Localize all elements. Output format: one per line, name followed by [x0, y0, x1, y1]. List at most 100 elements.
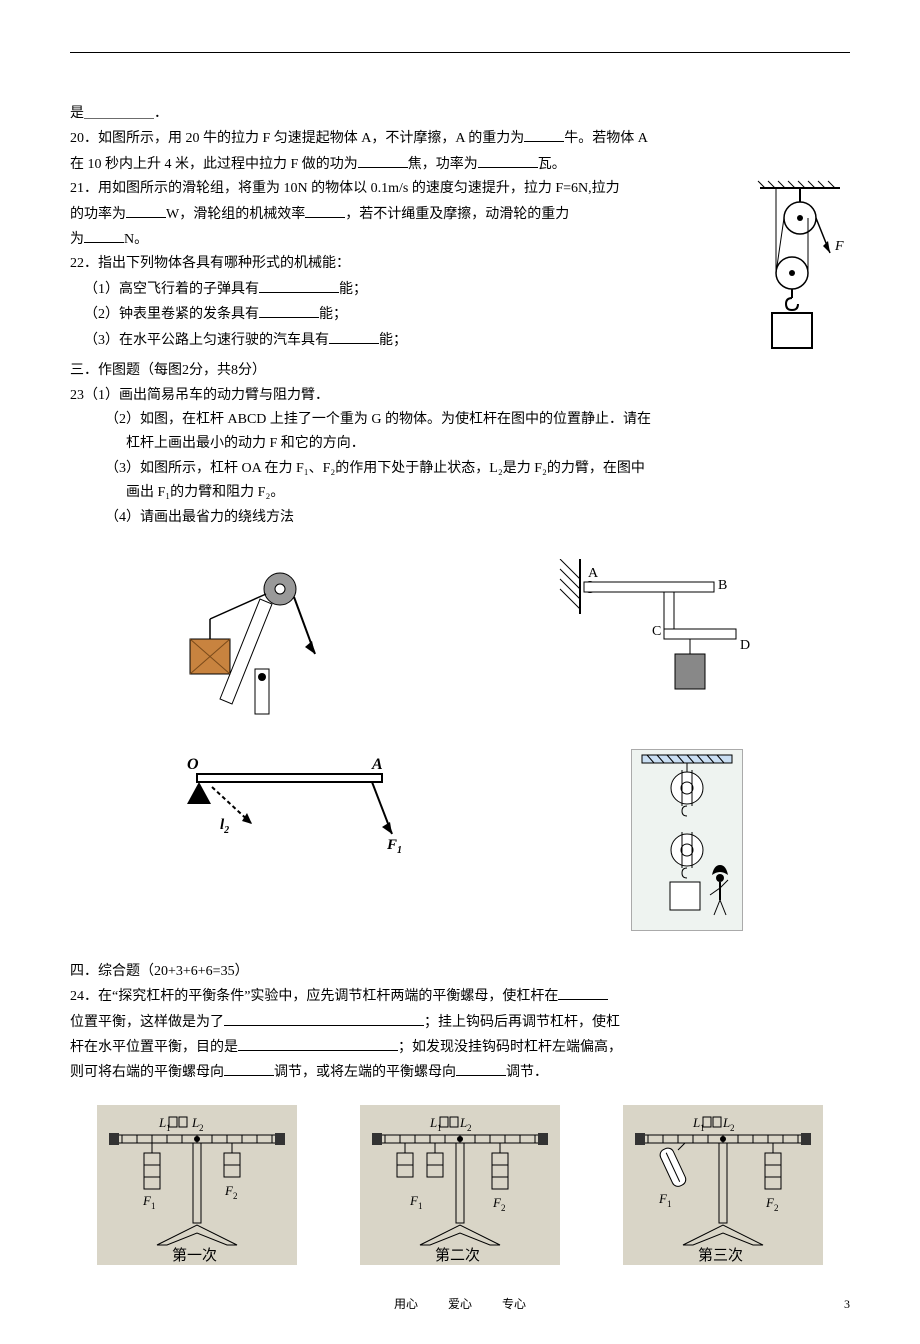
svg-text:2: 2 — [774, 1203, 779, 1213]
q24-l2: 位置平衡，这样做是为了 ；挂上钩码后再调节杠杆，使杠 — [70, 1011, 850, 1034]
q24-l4a: 则可将右端的平衡螺母向 — [70, 1065, 224, 1080]
q24-l2a: 位置平衡，这样做是为了 — [70, 1015, 224, 1030]
label-exp1: 第一次 — [172, 1246, 217, 1264]
blank-q20-work[interactable] — [358, 153, 408, 168]
q22-i1: （1）高空飞行着的子弹具有 能； — [70, 278, 850, 301]
q22-i2b: 能； — [319, 307, 347, 322]
q24-l4b: 调节，或将左端的平衡螺母向 — [274, 1065, 456, 1080]
blank-q21-g[interactable] — [84, 228, 124, 243]
svg-text:L: L — [692, 1115, 700, 1130]
svg-text:L: L — [722, 1115, 730, 1130]
section3-title: 三．作图题（每图2分，共8分） — [70, 360, 850, 382]
blank-q24-pos[interactable] — [558, 985, 608, 1000]
q24-l2b: ；挂上钩码后再调节杠杆，使杠 — [424, 1015, 620, 1030]
q22-line1: 22．指出下列物体各具有哪种形式的机械能： — [70, 253, 850, 275]
q21-l3a: 为 — [70, 232, 84, 247]
fig-lever-abcd: A B C D — [540, 559, 760, 719]
label-F: F — [834, 239, 844, 254]
blank-q20-power[interactable] — [478, 153, 538, 168]
q21-l2c: ，若不计绳重及摩擦，动滑轮的重力 — [345, 207, 569, 222]
label-D: D — [740, 638, 750, 653]
blank-q21-eff[interactable] — [305, 203, 345, 218]
blank-q24-reason1[interactable] — [224, 1011, 424, 1026]
q21-line3: 为 N。 — [70, 228, 850, 251]
q22-i3: （3）在水平公路上匀速行驶的汽车具有 能； — [70, 329, 850, 352]
footer: 用心 爱心 专心 3 — [70, 1295, 850, 1314]
q20-line1: 20．如图所示，用 20 牛的拉力 F 匀速提起物体 A，不计摩擦，A 的重力为… — [70, 127, 850, 150]
svg-text:2: 2 — [199, 1123, 204, 1133]
q22-i1a: （1）高空飞行着的子弹具有 — [84, 282, 259, 297]
blank-q22-2[interactable] — [259, 303, 319, 318]
svg-text:2: 2 — [467, 1123, 472, 1133]
q23-4: （4）请画出最省力的绕线方法 — [70, 507, 850, 529]
svg-text:L: L — [191, 1115, 199, 1130]
q20-l1b: 牛。若物体 A — [564, 131, 648, 146]
blank-q21-power[interactable] — [126, 203, 166, 218]
q22-i2a: （2）钟表里卷紧的发条具有 — [84, 307, 259, 322]
q21-l2b: W，滑轮组的机械效率 — [166, 207, 305, 222]
fig-exp1: L1 L2 F1 F2 第一次 — [97, 1105, 297, 1265]
fig-pulley-block — [631, 749, 743, 931]
blank-q24-dir2[interactable] — [456, 1061, 506, 1076]
q24-l1a: 24．在“探究杠杆的平衡条件”实验中，应先调节杠杆两端的平衡螺母，使杠杆在 — [70, 989, 558, 1004]
q20-line2: 在 10 秒内上升 4 米，此过程中拉力 F 做的功为 焦，功率为 瓦。 — [70, 153, 850, 176]
label-l2: l2 — [220, 817, 229, 836]
q24-l1: 24．在“探究杠杆的平衡条件”实验中，应先调节杠杆两端的平衡螺母，使杠杆在 — [70, 985, 850, 1008]
footer-a: 用心 — [394, 1295, 418, 1314]
svg-text:1: 1 — [700, 1123, 705, 1133]
fig-pulley-q21: F — [750, 178, 850, 358]
fig-lever-oa: O A l2 F1 — [177, 749, 417, 931]
q21-l3b: N。 — [124, 232, 148, 247]
q21-line2: 的功率为 W，滑轮组的机械效率 ，若不计绳重及摩擦，动滑轮的重力 — [70, 203, 850, 226]
line-continue: 是＿＿＿＿＿． — [70, 103, 850, 125]
q23-3b: 画出 F₁的力臂和阻力 F₂。 — [70, 482, 850, 504]
blank-q20-weight[interactable] — [524, 127, 564, 142]
label-O: O — [187, 756, 199, 773]
q20-l2c: 瓦。 — [538, 157, 566, 172]
svg-text:1: 1 — [418, 1201, 423, 1211]
svg-text:L: L — [459, 1115, 467, 1130]
q20-l2b: 焦，功率为 — [408, 157, 478, 172]
label-C: C — [652, 624, 661, 639]
svg-text:1: 1 — [151, 1201, 156, 1211]
q21-line1: 21．用如图所示的滑轮组，将重为 10N 的物体以 0.1m/s 的速度匀速提升… — [70, 178, 850, 200]
fig-crane — [160, 559, 360, 719]
label-A2: A — [371, 756, 383, 773]
q24-l3: 杆在水平位置平衡，目的是；如发现没挂钩码时杠杆左端偏高， — [70, 1036, 850, 1059]
svg-text:1: 1 — [437, 1123, 442, 1133]
svg-text:1: 1 — [667, 1199, 672, 1209]
label-exp3: 第三次 — [698, 1246, 743, 1264]
q24-l4: 则可将右端的平衡螺母向 调节，或将左端的平衡螺母向 调节． — [70, 1061, 850, 1084]
blank-q22-1[interactable] — [259, 278, 339, 293]
q23-3a: （3）如图所示，杠杆 OA 在力 F₁、F₂的作用下处于静止状态，L₂是力 F₂… — [70, 458, 850, 480]
blank-q24-reason2[interactable] — [238, 1036, 398, 1051]
blank-q22-3[interactable] — [329, 329, 379, 344]
footer-c: 专心 — [502, 1295, 526, 1314]
q21-l2a: 的功率为 — [70, 207, 126, 222]
q24-l3a: 杆在水平位置平衡，目的是 — [70, 1040, 238, 1055]
q24-l4c: 调节． — [506, 1065, 548, 1080]
blank-q24-dir1[interactable] — [224, 1061, 274, 1076]
q23-1: 23（1）画出简易吊车的动力臂与阻力臂． — [70, 385, 850, 407]
svg-text:2: 2 — [730, 1123, 735, 1133]
fig-exp2: L1 L2 F1 F2 第二次 — [360, 1105, 560, 1265]
q22-i3b: 能； — [379, 333, 407, 348]
q22-i2: （2）钟表里卷紧的发条具有 能； — [70, 303, 850, 326]
section4-title: 四．综合题（20+3+6+6=35） — [70, 961, 850, 983]
q23-2a: （2）如图，在杠杆 ABCD 上挂了一个重为 G 的物体。为使杠杆在图中的位置静… — [70, 409, 850, 431]
svg-text:2: 2 — [233, 1191, 238, 1201]
q22-i3a: （3）在水平公路上匀速行驶的汽车具有 — [84, 333, 329, 348]
q22-i1b: 能； — [339, 282, 367, 297]
page-number: 3 — [844, 1295, 850, 1314]
q23-2b: 杠杆上画出最小的动力 F 和它的方向． — [70, 433, 850, 455]
svg-text:L: L — [429, 1115, 437, 1130]
label-exp2: 第二次 — [435, 1246, 480, 1264]
svg-text:2: 2 — [501, 1203, 506, 1213]
svg-text:1: 1 — [166, 1123, 171, 1133]
svg-text:L: L — [158, 1115, 166, 1130]
q20-l1a: 20．如图所示，用 20 牛的拉力 F 匀速提起物体 A，不计摩擦，A 的重力为 — [70, 131, 524, 146]
fig-exp3: L1 L2 F1 F2 — [623, 1105, 823, 1265]
q20-l2a: 在 10 秒内上升 4 米，此过程中拉力 F 做的功为 — [70, 157, 358, 172]
footer-b: 爱心 — [448, 1295, 472, 1314]
label-B: B — [718, 578, 727, 593]
